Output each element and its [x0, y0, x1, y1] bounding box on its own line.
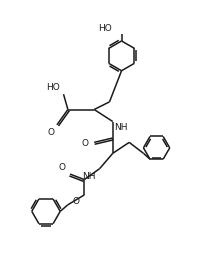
Text: O: O — [73, 197, 80, 206]
Text: O: O — [82, 139, 89, 148]
Text: NH: NH — [82, 172, 95, 181]
Text: HO: HO — [98, 24, 112, 33]
Text: NH: NH — [114, 123, 127, 132]
Text: O: O — [48, 128, 55, 137]
Text: HO: HO — [46, 83, 60, 92]
Text: O: O — [59, 163, 66, 172]
